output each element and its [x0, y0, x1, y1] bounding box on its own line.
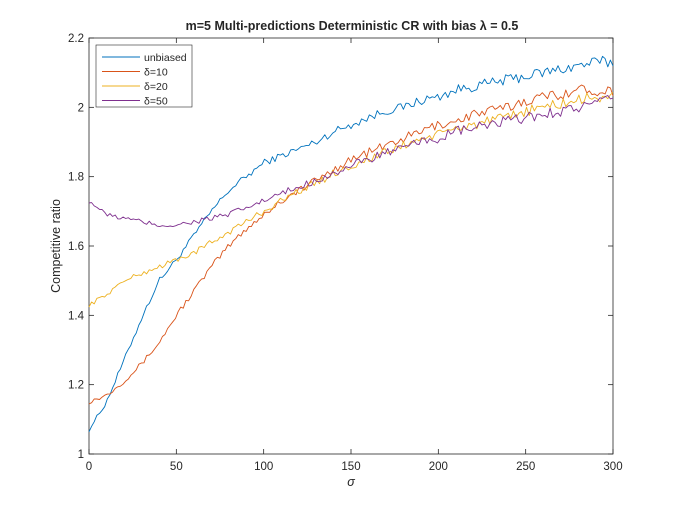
x-tick-label: 200 [429, 461, 448, 473]
series-line [88, 95, 614, 228]
y-axis-ticks: 1 1.2 1.4 1.6 1.8 2 2.2 [68, 33, 613, 461]
y-tick-label: 2 [78, 102, 84, 114]
y-axis-label: Competitive ratio [49, 199, 63, 293]
legend-entry-label: unbiased [144, 52, 187, 64]
y-tick-label: 1.4 [68, 310, 85, 322]
legend-entry-label: δ=20 [144, 81, 168, 93]
y-tick-label: 1 [78, 449, 84, 461]
legend-entry-label: δ=50 [144, 96, 168, 108]
series-line [88, 92, 614, 308]
legend: unbiased δ=10 δ=20 δ=50 [95, 44, 193, 108]
legend-entry-label: δ=10 [144, 67, 168, 79]
legend-box [95, 44, 193, 108]
x-tick-label: 50 [170, 461, 183, 473]
y-tick-label: 1.2 [68, 380, 84, 392]
x-axis-label: σ [347, 475, 355, 489]
x-tick-label: 100 [254, 461, 273, 473]
x-axis-ticks: 0 50 100 150 200 250 300 [86, 38, 623, 473]
y-tick-label: 2.2 [68, 33, 84, 45]
chart-title: m=5 Multi-predictions Deterministic CR w… [186, 19, 519, 33]
y-tick-label: 1.8 [68, 172, 84, 184]
x-tick-label: 250 [516, 461, 535, 473]
series-line [88, 84, 614, 405]
x-tick-label: 0 [86, 461, 92, 473]
plot-area [88, 37, 614, 455]
x-tick-label: 300 [603, 461, 622, 473]
y-tick-label: 1.6 [68, 241, 84, 253]
x-tick-label: 150 [341, 461, 360, 473]
series-lines [88, 55, 614, 432]
